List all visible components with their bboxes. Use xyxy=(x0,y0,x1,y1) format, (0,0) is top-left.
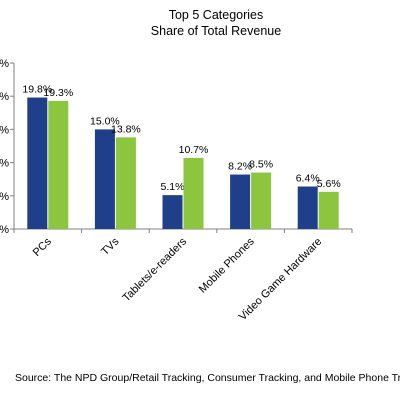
y-tick-label: % xyxy=(0,91,9,103)
data-label: 5.1% xyxy=(161,181,185,193)
data-label: 19.3% xyxy=(43,87,73,99)
y-tick-label: % xyxy=(0,58,9,70)
data-label: 8.5% xyxy=(249,159,273,171)
chart-title: Top 5 Categories xyxy=(168,8,264,22)
bar xyxy=(230,174,251,229)
bar xyxy=(297,186,318,229)
y-tick-label: % xyxy=(0,191,9,203)
data-label: 19.8% xyxy=(22,84,52,96)
bar xyxy=(27,97,48,229)
bar xyxy=(94,129,115,229)
bar xyxy=(48,100,69,230)
data-label: 8.2% xyxy=(228,161,252,173)
data-label: 6.4% xyxy=(296,173,320,185)
data-label: 15.0% xyxy=(90,115,120,127)
x-tick-label: Tablets/e-readers xyxy=(121,235,190,304)
x-tick-label: TVs xyxy=(99,235,122,258)
data-label: 5.6% xyxy=(317,178,341,190)
y-tick-label: % xyxy=(0,224,9,236)
bar xyxy=(318,191,339,229)
y-tick-label: % xyxy=(0,124,9,136)
bar xyxy=(115,137,136,229)
bar xyxy=(251,172,272,229)
chart-subtitle: Share of Total Revenue xyxy=(150,24,282,38)
data-label: 13.8% xyxy=(111,123,141,135)
x-tick-label: Mobile Phones xyxy=(197,235,257,295)
y-tick-label: % xyxy=(0,158,9,170)
x-tick-label: PCs xyxy=(31,235,55,259)
bar xyxy=(183,157,204,229)
bar xyxy=(162,195,183,229)
data-label: 10.7% xyxy=(179,144,209,156)
source-note: Source: The NPD Group/Retail Tracking, C… xyxy=(15,372,400,384)
chart-title-block: Top 5 Categories Share of Total Revenue xyxy=(0,7,400,39)
